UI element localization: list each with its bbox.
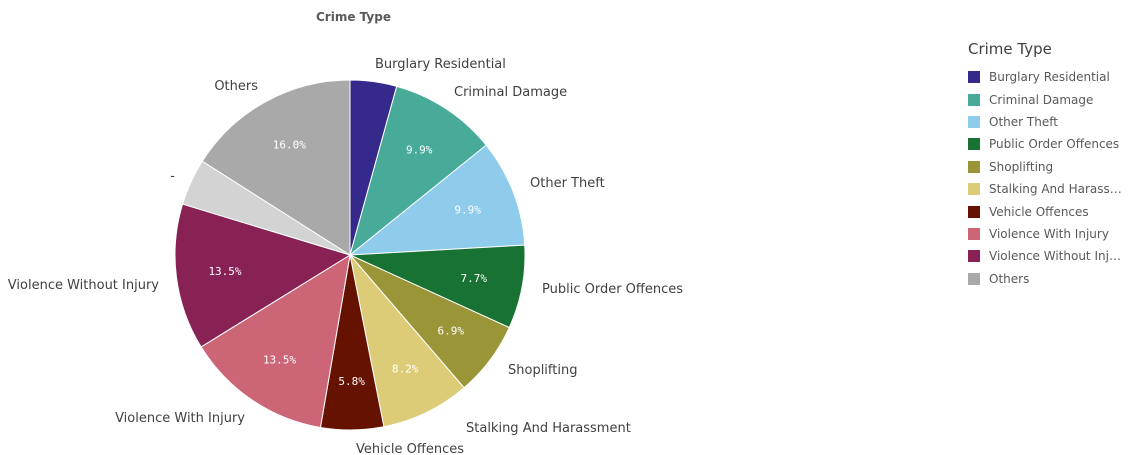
slice-percent-label: 5.8% xyxy=(338,375,365,388)
legend-item[interactable]: Violence With Injury xyxy=(968,223,1128,245)
slice-percent-label: 9.9% xyxy=(406,144,433,157)
legend-label: Violence Without Injury xyxy=(989,249,1128,264)
legend-label: Stalking And Harassm... xyxy=(989,182,1128,197)
legend-label: Criminal Damage xyxy=(989,92,1094,107)
slice-outer-label: Public Order Offences xyxy=(542,282,683,297)
legend-item[interactable]: Shoplifting xyxy=(968,156,1128,178)
legend-label: Other Theft xyxy=(989,114,1058,129)
legend-swatch xyxy=(968,272,980,285)
pie-slice-others[interactable] xyxy=(201,79,351,256)
legend-swatch xyxy=(968,160,980,173)
slice-percent-label: 8.2% xyxy=(392,362,419,375)
legend-item[interactable]: Others xyxy=(968,268,1128,290)
legend-swatch xyxy=(968,250,980,263)
pie-slices xyxy=(174,79,526,431)
slice-outer-label: Others xyxy=(214,79,258,94)
slice-outer-label: - xyxy=(170,169,175,184)
pie-slice-other-theft[interactable] xyxy=(348,144,526,256)
legend-label: Public Order Offences xyxy=(989,137,1120,152)
legend-items: Burglary Residential Criminal Damage Other… xyxy=(968,66,1128,290)
percent-labels: 9.9% 9.9% 7.7% 6.9% 8.2% 5.8% 13.5% 13.5% 16.0% xyxy=(208,139,487,388)
legend-swatch xyxy=(968,205,980,218)
legend-item[interactable]: Public Order Offences xyxy=(968,133,1128,155)
pie-slice-criminal-damage[interactable] xyxy=(349,85,487,257)
slice-outer-label: Violence With Injury xyxy=(115,411,245,426)
slice-outer-label: Vehicle Offences xyxy=(356,442,464,455)
legend: Crime Type Burglary Residential Criminal … xyxy=(968,40,1128,290)
slice-labels: Burglary Residential Criminal Damage Other… xyxy=(8,57,683,455)
legend-item[interactable]: Vehicle Offences xyxy=(968,200,1128,222)
legend-item[interactable]: Burglary Residential xyxy=(968,66,1128,88)
pie-chart[interactable]: 9.9%9.9%7.7%6.9%8.2%5.8%13.5%13.5%16.0% … xyxy=(0,0,760,455)
slice-percent-label: 7.7% xyxy=(461,272,488,285)
legend-item[interactable]: Other Theft xyxy=(968,111,1128,133)
slice-outer-label: Criminal Damage xyxy=(454,85,567,100)
legend-label: Burglary Residential xyxy=(989,70,1110,85)
slice-percent-label: 13.5% xyxy=(208,265,241,278)
legend-swatch xyxy=(968,138,980,151)
slice-percent-label: 9.9% xyxy=(454,204,481,217)
slice-outer-label: Burglary Residential xyxy=(375,57,506,72)
slice-outer-label: Stalking And Harassment xyxy=(466,421,631,436)
legend-item[interactable]: Stalking And Harassm... xyxy=(968,178,1128,200)
legend-label: Vehicle Offences xyxy=(989,204,1089,219)
slice-outer-label: Shoplifting xyxy=(508,363,577,378)
legend-swatch xyxy=(968,115,980,128)
legend-item[interactable]: Violence Without Injury xyxy=(968,245,1128,267)
legend-label: Shoplifting xyxy=(989,159,1054,174)
slice-percent-label: 6.9% xyxy=(438,325,465,338)
legend-label: Violence With Injury xyxy=(989,226,1109,241)
pie-slice-violence-without-injury[interactable] xyxy=(174,203,352,348)
slice-percent-label: 16.0% xyxy=(273,139,306,152)
legend-item[interactable]: Criminal Damage xyxy=(968,88,1128,110)
pie-slice-stalking-and-harassment[interactable] xyxy=(349,253,465,428)
slice-outer-label: Other Theft xyxy=(530,176,605,191)
chart-title: Crime Type xyxy=(316,10,391,24)
legend-swatch xyxy=(968,183,980,196)
legend-title: Crime Type xyxy=(968,40,1052,58)
pie-slice-violence-with-injury[interactable] xyxy=(200,253,351,429)
legend-label: Others xyxy=(989,271,1030,286)
legend-swatch xyxy=(968,93,980,106)
legend-swatch xyxy=(968,71,980,84)
legend-swatch xyxy=(968,227,980,240)
slice-outer-label: Violence Without Injury xyxy=(8,278,160,293)
slice-percent-label: 13.5% xyxy=(263,353,296,366)
